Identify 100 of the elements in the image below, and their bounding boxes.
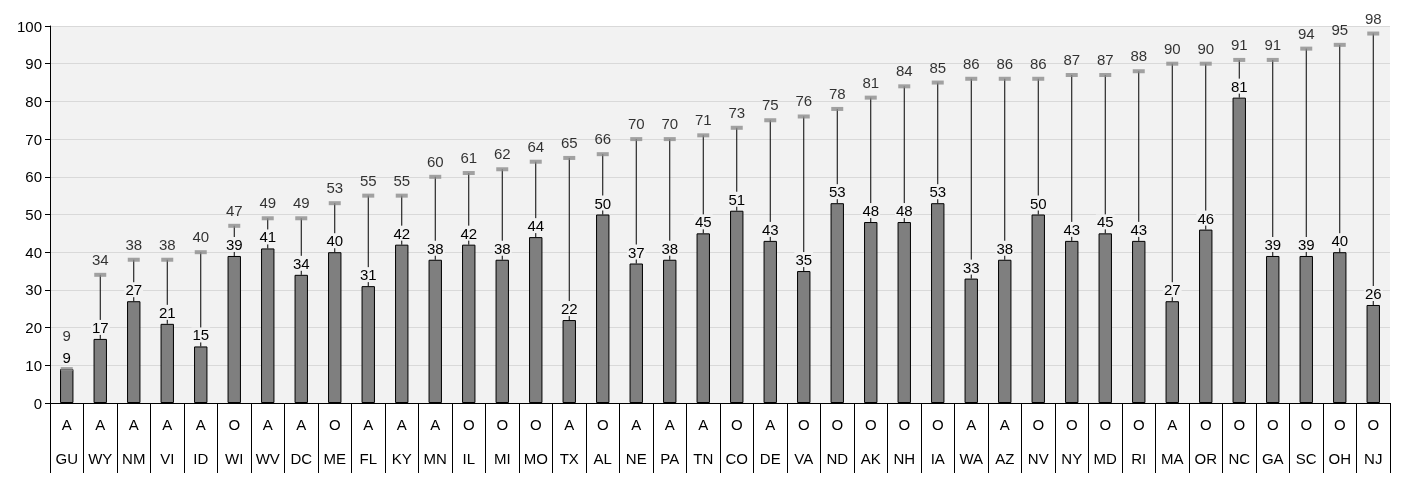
data-label: 64 — [527, 137, 545, 155]
data-label: 71 — [694, 111, 712, 129]
y-tick-label: 40 — [25, 243, 42, 261]
data-label: 40 — [192, 228, 210, 246]
x-tick-label: O OH — [1328, 415, 1351, 467]
data-label: 34 — [292, 254, 310, 272]
data-label: 38 — [661, 239, 679, 257]
data-label: 9 — [62, 349, 71, 367]
data-label: 31 — [359, 266, 377, 284]
data-label: 51 — [728, 190, 746, 208]
data-label: 90 — [1163, 39, 1181, 57]
data-label: 40 — [326, 232, 344, 250]
x-tick-label: O NJ — [1364, 415, 1383, 467]
data-label: 44 — [527, 217, 545, 235]
data-label: 41 — [259, 228, 277, 246]
x-tick-label: A NM — [122, 415, 146, 467]
x-tick-label: O SC — [1295, 415, 1317, 467]
data-label: 43 — [761, 220, 779, 238]
x-tick-label: O MI — [493, 415, 511, 467]
x-tick-label: A MN — [423, 415, 447, 467]
data-label: 21 — [158, 303, 176, 321]
data-label: 15 — [192, 326, 210, 344]
data-label: 70 — [661, 115, 679, 133]
data-label: 34 — [91, 250, 109, 268]
y-tick-label: 30 — [25, 281, 42, 299]
x-tick-label: A WY — [88, 415, 113, 467]
x-tick-label: A TN — [693, 415, 714, 467]
y-tick-label: 0 — [33, 394, 42, 412]
data-label: 86 — [996, 54, 1014, 72]
data-label: 86 — [962, 54, 980, 72]
data-label: 37 — [627, 243, 645, 261]
data-label: 42 — [393, 224, 411, 242]
x-tick-label: A VI — [160, 415, 175, 467]
data-label: 17 — [91, 318, 109, 336]
x-tick-label: A AZ — [995, 415, 1015, 467]
y-tick-label: 80 — [25, 92, 42, 110]
data-label: 45 — [1096, 213, 1114, 231]
y-tick-label: 20 — [25, 319, 42, 337]
x-tick-label: A ID — [193, 415, 209, 467]
data-label: 61 — [460, 149, 478, 167]
data-label: 90 — [1197, 39, 1215, 57]
x-tick-label: O NC — [1228, 415, 1251, 467]
x-tick-label: O CO — [725, 415, 748, 467]
data-label: 53 — [929, 183, 947, 201]
data-label: 35 — [795, 251, 813, 269]
data-label: 95 — [1331, 20, 1349, 38]
y-tick-label: 60 — [25, 168, 42, 186]
data-label: 43 — [1130, 220, 1148, 238]
data-label: 55 — [393, 171, 411, 189]
data-label: 87 — [1063, 51, 1081, 69]
data-label: 65 — [560, 133, 578, 151]
x-tick-label: O NY — [1061, 415, 1083, 467]
data-label: 81 — [862, 73, 880, 91]
x-tick-label: A TX — [559, 415, 579, 467]
x-tick-label: A DE — [759, 415, 781, 467]
x-tick-label: O WI — [225, 415, 244, 467]
data-label: 76 — [795, 92, 813, 110]
data-label: 39 — [1264, 235, 1282, 253]
x-tick-label: A WV — [255, 415, 280, 467]
data-label: 43 — [1063, 220, 1081, 238]
data-label: 81 — [1230, 77, 1248, 95]
x-tick-label: A NE — [625, 415, 647, 467]
x-tick-label: A MA — [1161, 415, 1184, 467]
data-label: 62 — [493, 145, 511, 163]
data-label: 66 — [594, 130, 612, 148]
x-tick-label: O RI — [1131, 415, 1147, 467]
data-label: 53 — [828, 183, 846, 201]
data-label: 38 — [125, 235, 143, 253]
data-label: 38 — [158, 235, 176, 253]
x-tick-label: A WA — [959, 415, 984, 467]
data-label: 9 — [62, 327, 71, 345]
data-label: 46 — [1197, 209, 1215, 227]
x-tick-label: O VA — [794, 415, 814, 467]
data-label: 98 — [1364, 9, 1382, 27]
x-tick-label: O IA — [930, 415, 945, 467]
data-label: 78 — [828, 84, 846, 102]
data-label: 75 — [761, 96, 779, 114]
x-tick-label: O AL — [593, 415, 612, 467]
x-tick-label: O AK — [860, 415, 881, 467]
data-label: 48 — [862, 202, 880, 220]
x-tick-label: O GA — [1261, 415, 1284, 467]
data-label: 27 — [1163, 281, 1181, 299]
y-tick-label: 100 — [16, 17, 42, 35]
x-tick-label: O ND — [826, 415, 849, 467]
data-label: 26 — [1364, 284, 1382, 302]
x-tick-label: A FL — [359, 415, 378, 467]
data-label: 39 — [225, 235, 243, 253]
data-label: 50 — [1029, 194, 1047, 212]
data-label: 38 — [426, 239, 444, 257]
data-label: 45 — [694, 213, 712, 231]
x-tick-label: O OR — [1194, 415, 1218, 467]
x-tick-label: O IL — [462, 415, 476, 467]
x-tick-label: O NV — [1027, 415, 1049, 467]
data-label: 42 — [460, 224, 478, 242]
x-tick-label: O MO — [523, 415, 548, 467]
data-label: 53 — [326, 179, 344, 197]
data-label: 22 — [560, 300, 578, 318]
y-tick-label: 10 — [25, 356, 42, 374]
data-label: 87 — [1096, 51, 1114, 69]
y-tick-label: 70 — [25, 130, 42, 148]
